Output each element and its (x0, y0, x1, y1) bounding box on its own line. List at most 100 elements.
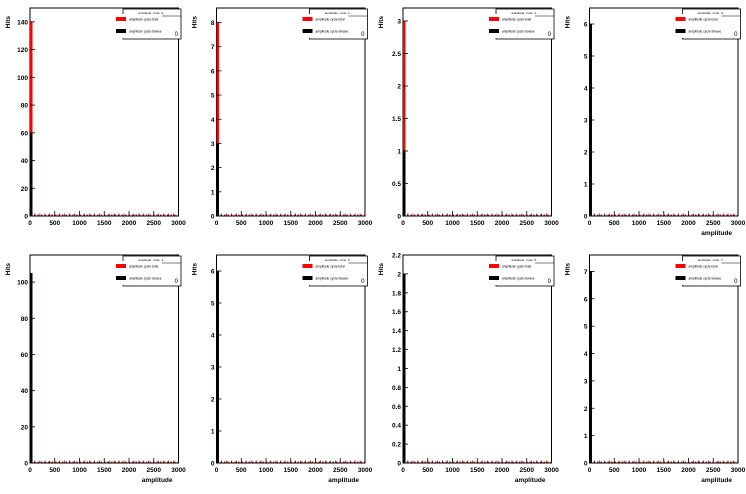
x-tick-label: 3000 (731, 220, 746, 227)
y-tick-label: 2 (211, 397, 215, 404)
x-tick-label: 3000 (544, 220, 559, 227)
y-tick-label: 6 (584, 296, 588, 303)
x-tick-label: 1500 (97, 220, 112, 227)
y-tick-label: 5 (211, 93, 215, 100)
x-axis-title: amplitude (515, 477, 546, 484)
legend-swatch (489, 29, 499, 33)
bar-total (30, 21, 33, 216)
x-tick-label: 1000 (445, 220, 460, 227)
y-tick-label: 2 (584, 150, 588, 157)
x-tick-label: 1000 (72, 220, 87, 227)
x-tick-label: 500 (49, 220, 60, 227)
y-tick-label: 80 (21, 103, 29, 110)
y-axis-title: Hits (565, 263, 572, 276)
x-tick-label: 2000 (122, 467, 137, 474)
x-tick-label: 1500 (284, 467, 299, 474)
legend-swatch (489, 264, 499, 268)
y-tick-label: 4 (584, 86, 588, 93)
y-tick-label: 0 (397, 461, 401, 468)
x-tick-label: 2500 (333, 220, 348, 227)
legend-label: amplitude cycle-total (502, 18, 531, 22)
legend-label: amplitude cycle-Swave (502, 30, 535, 34)
legend-swatch (116, 17, 126, 21)
x-tick-label: 500 (49, 467, 60, 474)
legend-swatch (675, 264, 686, 268)
x-tick-label: 1000 (445, 467, 460, 474)
legend-swatch (302, 29, 313, 33)
y-tick-label: 6 (584, 22, 588, 29)
stats-title: amplitude_cycle_1... (325, 11, 353, 15)
y-tick-label: 140 (17, 19, 28, 26)
stats-value: 0 (361, 32, 365, 38)
x-tick-label: 0 (215, 220, 219, 227)
y-tick-label: 3 (397, 19, 401, 26)
x-tick-label: 1500 (657, 220, 672, 227)
x-tick-label: 1000 (632, 220, 647, 227)
stats-title: amplitude_cycle_6... (511, 258, 539, 262)
stats-title: amplitude_cycle_5... (325, 258, 353, 262)
x-tick-label: 2500 (147, 220, 162, 227)
y-tick-label: 8 (211, 20, 215, 27)
legend-label: amplitude cycle-Swave (129, 277, 162, 281)
x-tick-label: 3000 (171, 220, 186, 227)
x-tick-label: 0 (588, 467, 592, 474)
x-tick-label: 2500 (706, 467, 721, 474)
x-tick-label: 1500 (470, 220, 485, 227)
legend-label: amplitude cycle-total (689, 265, 718, 269)
y-tick-label: 3 (584, 118, 588, 125)
y-tick-label: 0 (584, 214, 588, 221)
y-tick-label: 80 (21, 316, 29, 323)
legend-swatch (675, 17, 686, 21)
legend-label: amplitude cycle-Swave (316, 30, 349, 34)
x-tick-label: 0 (588, 220, 592, 227)
y-tick-label: 1 (397, 149, 401, 156)
legend-label: amplitude cycle-total (129, 265, 158, 269)
x-tick-label: 2500 (333, 467, 348, 474)
x-tick-label: 2500 (520, 220, 535, 227)
x-tick-label: 1000 (259, 467, 274, 474)
stats-title: amplitude_cycle_4... (138, 258, 166, 262)
stats-title: amplitude_cycle_0... (138, 11, 166, 15)
y-tick-label: 3 (211, 365, 215, 372)
y-tick-label: 100 (17, 75, 28, 82)
stats-title: amplitude_cycle_2... (511, 11, 539, 15)
y-tick-label: 1 (584, 182, 588, 189)
x-tick-label: 3000 (544, 467, 559, 474)
x-axis-title: amplitude (328, 477, 359, 484)
y-tick-label: 0 (397, 214, 401, 221)
y-tick-label: 6 (211, 269, 215, 276)
legend-label: amplitude cycle-total (129, 18, 158, 22)
y-tick-label: 60 (21, 352, 29, 359)
bar-swave (589, 271, 592, 463)
histogram-panel-8: 0 1 2 3 4 5 6 7 0 500 1000 1500 2000 2500 3000 Hits ampl… (565, 254, 746, 484)
y-tick-label: 1.6 (392, 309, 401, 316)
legend-label: amplitude cycle-total (502, 265, 531, 269)
x-tick-label: 0 (401, 220, 405, 227)
legend-label: amplitude cycle-Swave (689, 30, 722, 34)
x-tick-label: 3000 (171, 467, 186, 474)
y-tick-label: 1 (397, 366, 401, 373)
histogram-panel-2: 0 1 2 3 4 5 6 7 8 0 500 1000 1500 2000 2500 3000 Hits amp… (192, 7, 373, 227)
legend-label: amplitude cycle-Swave (316, 277, 349, 281)
histogram-panel-1: 0 20 40 60 80 100 120 140 0 500 1000 1500 2000 2500 30… (5, 7, 186, 227)
x-tick-label: 500 (609, 467, 620, 474)
y-axis-title: Hits (378, 263, 385, 276)
histogram-panel-4: 0 1 2 3 4 5 6 0 500 1000 1500 2000 2500 3000 Hits ampli… (565, 7, 746, 237)
y-tick-label: 60 (21, 130, 29, 137)
y-tick-label: 6 (211, 68, 215, 75)
x-tick-label: 2500 (520, 467, 535, 474)
legend-label: amplitude cycle-Swave (689, 277, 722, 281)
y-tick-label: 40 (21, 388, 29, 395)
legend-swatch (302, 17, 313, 21)
stats-value: 0 (548, 279, 552, 285)
y-tick-label: 7 (211, 44, 215, 51)
legend-label: amplitude cycle-total (689, 18, 718, 22)
legend-swatch (116, 264, 126, 268)
y-tick-label: 3 (584, 378, 588, 385)
y-tick-label: 5 (584, 54, 588, 61)
y-tick-label: 0 (211, 214, 215, 221)
x-tick-label: 2000 (681, 467, 696, 474)
histogram-panel-3: 0 0.5 1 1.5 2 2.5 3 0 500 1000 1500 2000 2500 3000 Hit… (378, 7, 559, 227)
y-tick-label: 120 (17, 47, 28, 54)
x-tick-label: 3000 (358, 467, 373, 474)
